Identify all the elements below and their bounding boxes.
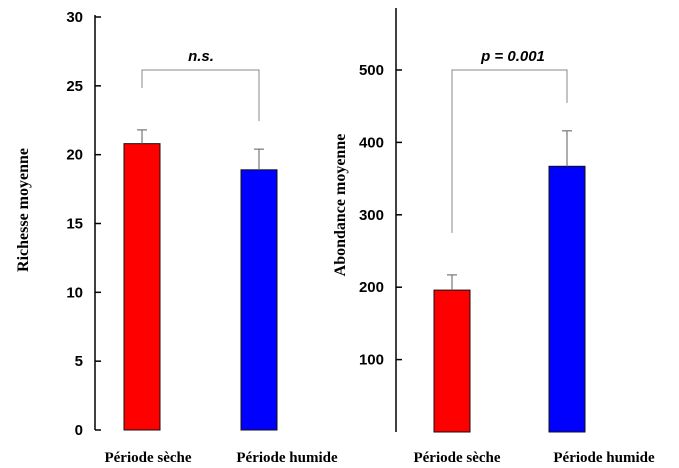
bar [123,143,161,431]
bar [433,289,471,433]
y-tick-label: 400 [359,134,384,151]
significance-bracket [141,69,260,122]
y-tick-label: 0 [75,422,83,439]
category-label: Période sèche [104,450,191,466]
significance-bracket [451,69,568,233]
y-tick-label: 500 [359,62,384,79]
y-tick-label: 30 [66,9,83,26]
y-tick-label: 100 [359,352,384,369]
y-tick-label: 15 [66,216,83,233]
y-tick-label: 10 [66,284,83,301]
significance-label: n.s. [188,48,214,65]
bar [240,169,278,431]
bar [548,165,586,433]
significance-label: p = 0.001 [480,48,545,65]
category-label: Période sèche [413,450,500,466]
y-tick-label: 200 [359,279,384,296]
category-label: Période humide [553,450,655,466]
chart-abundance: 100 200 300 400 500 Abondance moyenne Période … [332,8,655,466]
y-tick-label: 300 [359,207,384,224]
y-tick-label: 25 [66,78,83,95]
category-label: Période humide [236,450,338,466]
chart-richness: 0 5 10 15 20 25 30 Richesse moyenne Période sèch… [15,9,338,466]
y-axis-label: Richesse moyenne [15,148,32,272]
y-axis-label: Abondance moyenne [332,134,349,277]
y-tick-label: 20 [66,147,83,164]
y-tick-label: 5 [75,353,83,370]
